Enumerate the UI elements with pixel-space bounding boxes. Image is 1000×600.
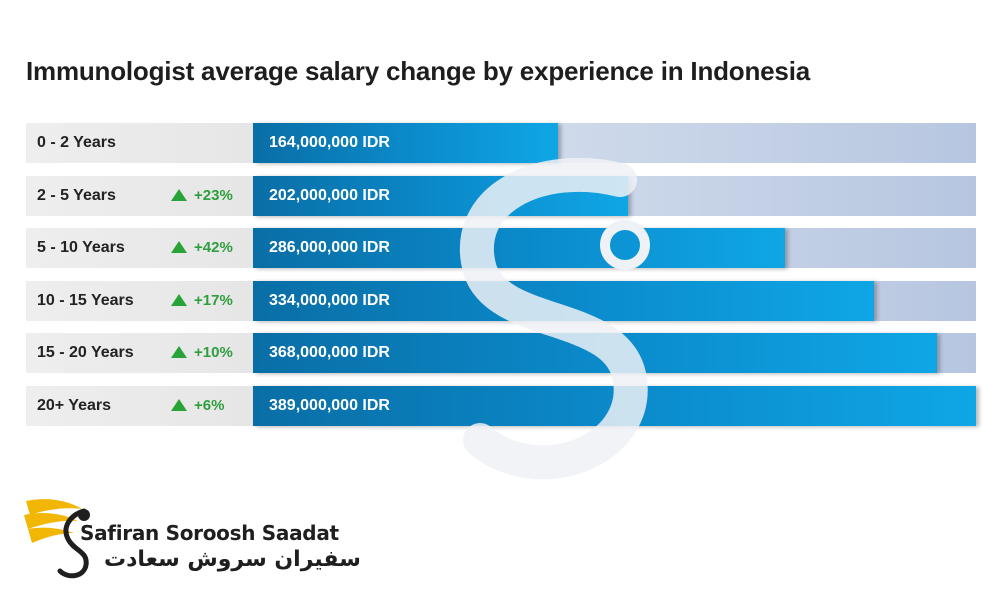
row-label-cell: 5 - 10 Years +42% xyxy=(26,228,253,268)
triangle-up-icon xyxy=(171,398,187,411)
bar: 368,000,000 IDR xyxy=(253,333,937,373)
bar: 286,000,000 IDR xyxy=(253,228,785,268)
bar-track: 164,000,000 IDR xyxy=(253,123,976,163)
row-label-cell: 2 - 5 Years +23% xyxy=(26,175,253,216)
category-label: 20+ Years xyxy=(37,396,112,414)
row-label-cell: 0 - 2 Years xyxy=(26,123,253,163)
row-label-cell: 10 - 15 Years +17% xyxy=(26,280,253,321)
triangle-up-icon xyxy=(171,241,187,253)
bar: 334,000,000 IDR xyxy=(253,280,874,321)
bar-row: 0 - 2 Years 164,000,000 IDR xyxy=(26,123,976,163)
bar-row: 20+ Years +6% 389,000,000 IDR xyxy=(26,385,976,426)
bar-row: 5 - 10 Years +42% 286,000,000 IDR xyxy=(26,228,976,268)
bar-track: 202,000,000 IDR xyxy=(253,175,976,216)
change-percent: +17% xyxy=(194,291,233,309)
bar-row: 2 - 5 Years +23% 202,000,000 IDR xyxy=(26,175,976,216)
change-indicator: +42% xyxy=(171,228,233,268)
brand-name-latin: Safiran Soroosh Saadat xyxy=(80,521,339,545)
change-percent: +23% xyxy=(194,186,233,204)
category-label: 10 - 15 Years xyxy=(37,291,134,309)
change-indicator: +10% xyxy=(171,333,233,373)
bar: 389,000,000 IDR xyxy=(253,385,976,426)
bar-value-label: 334,000,000 IDR xyxy=(269,291,390,309)
triangle-up-icon xyxy=(171,293,187,306)
bar-track: 368,000,000 IDR xyxy=(253,333,976,373)
chart-title: Immunologist average salary change by ex… xyxy=(26,56,810,86)
triangle-up-icon xyxy=(171,188,187,201)
category-label: 0 - 2 Years xyxy=(37,134,116,151)
bar-row: 15 - 20 Years +10% 368,000,000 IDR xyxy=(26,333,976,373)
change-percent: +42% xyxy=(194,239,233,256)
bar-value-label: 202,000,000 IDR xyxy=(269,186,390,204)
company-logo: Safiran Soroosh Saadat سفیران سروش سعادت xyxy=(22,493,361,583)
change-indicator: +6% xyxy=(171,386,224,426)
row-label-cell: 20+ Years +6% xyxy=(26,385,253,426)
row-label-cell: 15 - 20 Years +10% xyxy=(26,333,253,373)
bar-value-label: 164,000,000 IDR xyxy=(269,134,390,151)
change-indicator: +23% xyxy=(171,176,233,216)
triangle-up-icon xyxy=(171,346,187,358)
bar: 202,000,000 IDR xyxy=(253,175,628,216)
bar-value-label: 286,000,000 IDR xyxy=(269,239,390,256)
brand-name-persian: سفیران سروش سعادت xyxy=(104,547,361,572)
bar-track: 334,000,000 IDR xyxy=(253,280,976,321)
category-label: 15 - 20 Years xyxy=(37,344,134,361)
change-percent: +6% xyxy=(194,396,225,414)
change-percent: +10% xyxy=(194,344,233,361)
bar-track: 286,000,000 IDR xyxy=(253,228,976,268)
bar-chart: 0 - 2 Years 164,000,000 IDR 2 - 5 Years +23… xyxy=(26,123,976,438)
category-label: 5 - 10 Years xyxy=(37,239,125,256)
bar-row: 10 - 15 Years +17% 334,000,000 IDR xyxy=(26,280,976,321)
bar: 164,000,000 IDR xyxy=(253,123,558,163)
category-label: 2 - 5 Years xyxy=(37,186,116,204)
bar-track: 389,000,000 IDR xyxy=(253,385,976,426)
bird-logo-icon xyxy=(24,499,90,579)
bar-value-label: 368,000,000 IDR xyxy=(269,344,390,361)
bar-value-label: 389,000,000 IDR xyxy=(269,396,390,414)
change-indicator: +17% xyxy=(171,281,233,321)
